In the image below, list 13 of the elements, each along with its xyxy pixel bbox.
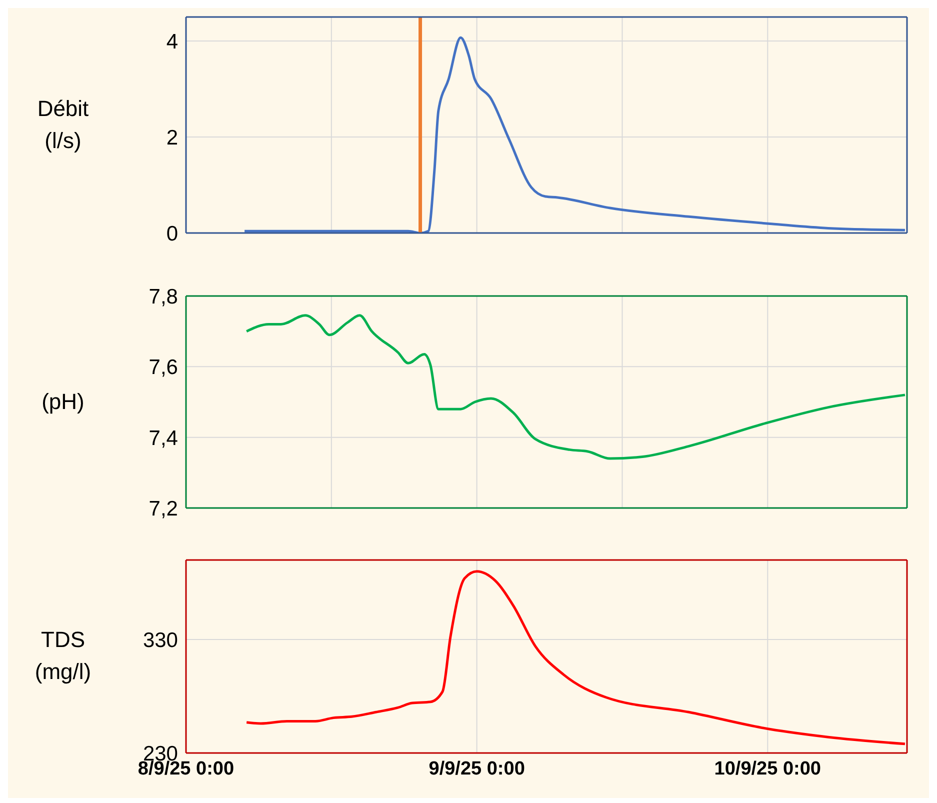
y-axis-title: TDS (mg/l) — [34, 626, 92, 686]
y-tick-label: 2 — [166, 126, 178, 150]
y-tick-label: 4 — [166, 30, 178, 54]
y-tick-label: 7,2 — [148, 497, 178, 520]
y-axis-title: Débit (l/s) — [36, 94, 90, 154]
y-axis-title: (pH) — [40, 388, 86, 416]
y-tick-label: 7,8 — [148, 285, 178, 308]
y-tick-label: 7,4 — [148, 426, 178, 450]
y-tick-label: 7,6 — [148, 356, 178, 380]
y-tick-label: 0 — [166, 222, 178, 246]
x-tick-label: 10/9/25 0:00 — [714, 758, 821, 780]
x-tick-label: 9/9/25 0:00 — [428, 758, 525, 780]
y-tick-label: 330 — [142, 628, 178, 652]
